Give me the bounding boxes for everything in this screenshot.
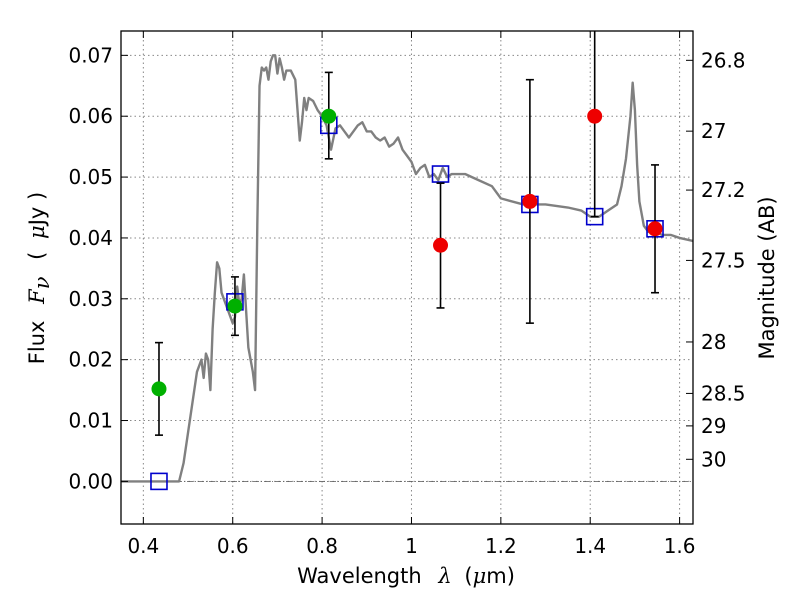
x-axis-label-unit-mu: μ bbox=[473, 564, 487, 588]
y-axis-label-subscript: ν bbox=[30, 276, 54, 289]
x-tick-label: 1.2 bbox=[485, 534, 517, 558]
y2-tick-label: 28.5 bbox=[701, 381, 746, 405]
y-tick-label: 0.02 bbox=[68, 348, 113, 372]
x-axis-label-unit-rest: m) bbox=[486, 564, 515, 588]
x-axis-label-text: Wavelength bbox=[297, 564, 422, 588]
green-data-point bbox=[227, 298, 243, 314]
green-data-point bbox=[321, 108, 337, 124]
y-tick-label: 0.05 bbox=[68, 165, 113, 189]
y2-tick-label: 30 bbox=[701, 447, 726, 471]
observed-points bbox=[151, 108, 663, 397]
plot-content bbox=[121, 31, 693, 491]
x-tick-label: 0.4 bbox=[127, 534, 159, 558]
green-data-point bbox=[151, 381, 167, 397]
red-data-point bbox=[522, 193, 538, 209]
y-axis-label-unit-open: ( bbox=[25, 252, 49, 260]
plot-frame bbox=[120, 30, 694, 525]
y-axis-label-unit-mu: μ bbox=[25, 225, 49, 239]
x-axis-label-symbol: λ bbox=[437, 564, 451, 588]
x-tick-label: 1 bbox=[405, 534, 418, 558]
y-axis-label-unit-rest: Jy ) bbox=[25, 192, 49, 228]
y2-axis-label: Magnitude (AB) bbox=[755, 196, 779, 359]
y-axis-label: Flux Fν ( μJy ) bbox=[25, 192, 54, 364]
red-data-point bbox=[433, 237, 449, 253]
y-axis-label-symbol: F bbox=[25, 288, 49, 305]
x-tick-label: 0.6 bbox=[217, 534, 249, 558]
model-photometry-square bbox=[150, 472, 168, 491]
y-axis-label-text: Flux bbox=[25, 321, 49, 365]
y2-tick-label: 28 bbox=[701, 330, 726, 354]
x-tick-label: 0.8 bbox=[306, 534, 338, 558]
y2-tick-label: 27 bbox=[701, 119, 726, 143]
y2-tick-label: 27.2 bbox=[701, 178, 746, 202]
y-tick-label: 0.03 bbox=[68, 287, 113, 311]
x-axis-label-unit-open: ( bbox=[464, 564, 472, 588]
y-tick-label: 0.07 bbox=[68, 43, 113, 67]
y2-tick-label: 29 bbox=[701, 414, 726, 438]
y-tick-label: 0.01 bbox=[68, 409, 113, 433]
y2-tick-label: 26.8 bbox=[701, 48, 746, 72]
x-axis-label: Wavelength λ (μm) bbox=[297, 564, 515, 588]
y-tick-label: 0.06 bbox=[68, 104, 113, 128]
red-data-point bbox=[647, 221, 663, 237]
x-tick-label: 1.4 bbox=[574, 534, 606, 558]
y2-axis-ticks: 26.8 27 27.2 27.5 28 28.5 29 30 bbox=[686, 48, 746, 471]
y2-tick-label: 27.5 bbox=[701, 248, 746, 272]
x-tick-label: 1.6 bbox=[664, 534, 696, 558]
model-photometry-square bbox=[431, 165, 450, 183]
y-tick-label: 0.04 bbox=[68, 226, 113, 250]
y-tick-label: 0.00 bbox=[68, 469, 113, 493]
red-data-point bbox=[587, 108, 603, 124]
x-axis-ticks: 0.4 0.6 0.8 1 1.2 1.4 1.6 bbox=[127, 31, 696, 558]
y-axis-ticks: 0.00 0.01 0.02 0.03 0.04 0.05 0.06 0.07 bbox=[68, 43, 128, 493]
